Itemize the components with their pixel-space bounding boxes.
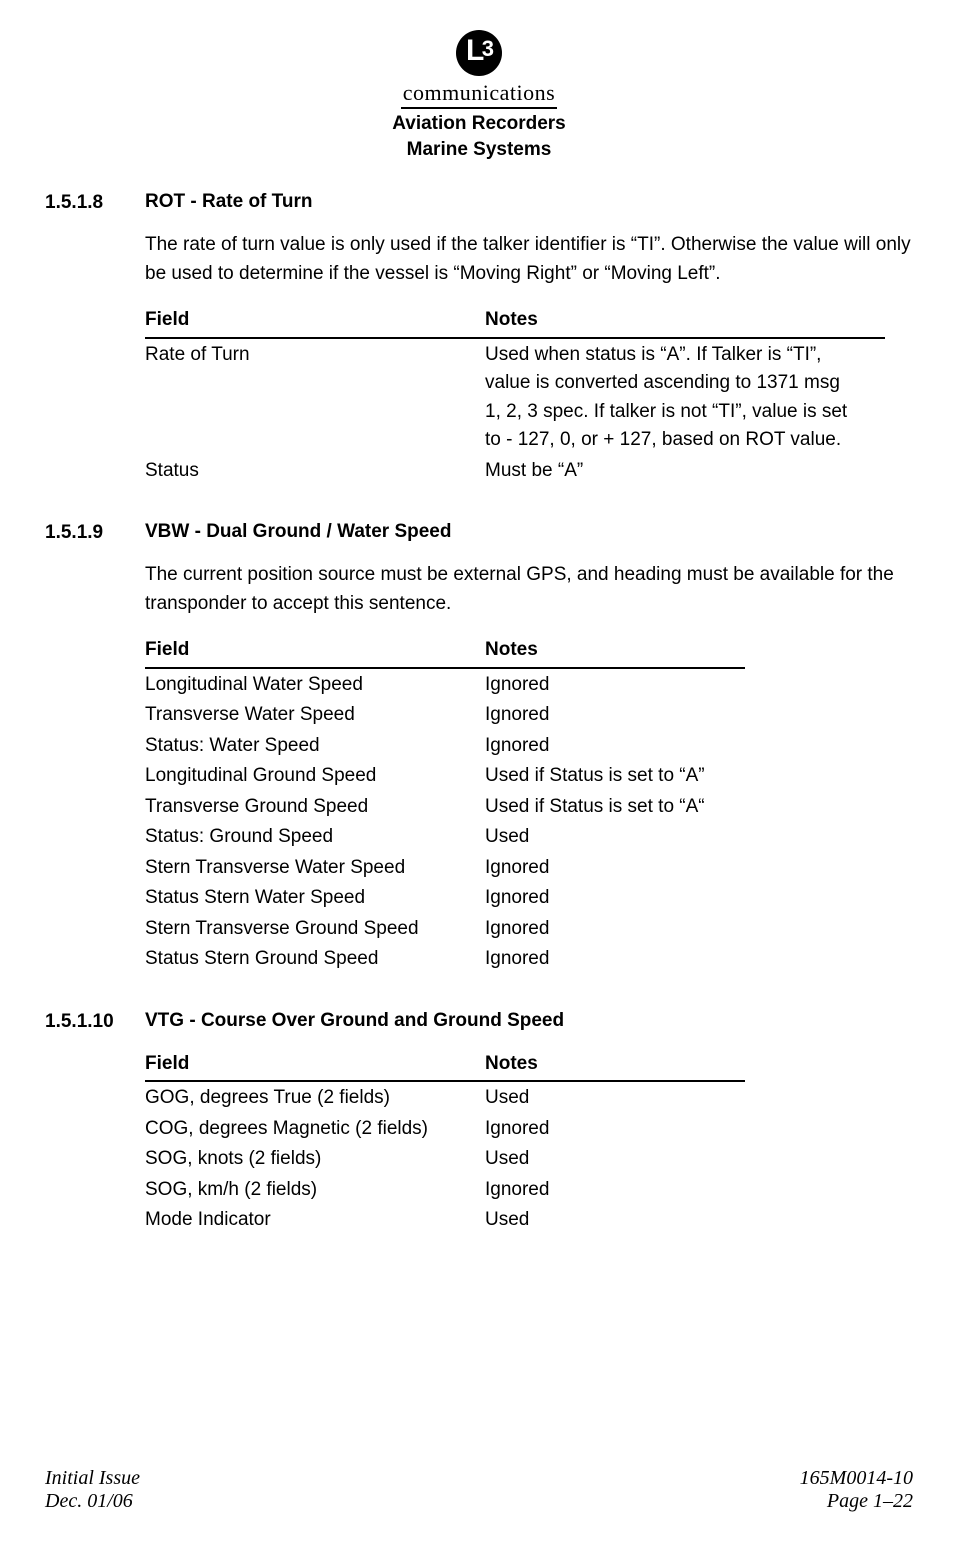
field-cell: COG, degrees Magnetic (2 fields) <box>145 1113 485 1144</box>
logo: L3 <box>456 30 502 76</box>
field-cell: Status Stern Water Speed <box>145 882 485 913</box>
table-row: Transverse Water SpeedIgnored <box>145 699 745 730</box>
content: 1.5.1.8 ROT - Rate of Turn The rate of t… <box>45 191 913 1467</box>
header-line-2: Marine Systems <box>407 139 552 161</box>
section-number: 1.5.1.9 <box>45 521 145 992</box>
section-number: 1.5.1.10 <box>45 1010 145 1253</box>
notes-cell: Used <box>485 1081 745 1113</box>
notes-cell: Used <box>485 821 745 852</box>
notes-cell: Ignored <box>485 913 745 944</box>
page-header: L3 communications Aviation Recorders Mar… <box>45 30 913 161</box>
footer-pagenum: Page 1–22 <box>800 1490 913 1513</box>
table-row: COG, degrees Magnetic (2 fields)Ignored <box>145 1113 745 1144</box>
footer-issue: Initial Issue <box>45 1467 140 1490</box>
field-cell: GOG, degrees True (2 fields) <box>145 1081 485 1113</box>
notes-cell: Used if Status is set to “A“ <box>485 791 745 822</box>
notes-cell: Ignored <box>485 882 745 913</box>
notes-cell: Ignored <box>485 699 745 730</box>
field-cell: Status Stern Ground Speed <box>145 943 485 974</box>
table-row: SOG, knots (2 fields)Used <box>145 1143 745 1174</box>
table-body-2: GOG, degrees True (2 fields)UsedCOG, deg… <box>145 1081 745 1235</box>
table-row: Status Stern Ground SpeedIgnored <box>145 943 745 974</box>
section: 1.5.1.8 ROT - Rate of Turn The rate of t… <box>45 191 913 503</box>
table-row: StatusMust be “A” <box>145 455 885 486</box>
l3-logo-icon: L3 <box>456 30 502 76</box>
table-header-field: Field <box>145 1050 485 1082</box>
footer-docnum: 165M0014-10 <box>800 1467 913 1490</box>
table-header-notes: Notes <box>485 636 745 668</box>
table-header-notes: Notes <box>485 1050 745 1082</box>
section: 1.5.1.9 VBW - Dual Ground / Water Speed … <box>45 521 913 992</box>
table-row: Transverse Ground SpeedUsed if Status is… <box>145 791 745 822</box>
field-table: Field Notes GOG, degrees True (2 fields)… <box>145 1050 745 1235</box>
table-row: Longitudinal Ground SpeedUsed if Status … <box>145 760 745 791</box>
header-line-1: Aviation Recorders <box>392 113 566 135</box>
field-cell: SOG, km/h (2 fields) <box>145 1174 485 1205</box>
notes-cell: Used <box>485 1204 745 1235</box>
table-row: Status: Ground SpeedUsed <box>145 821 745 852</box>
notes-cell: Must be “A” <box>485 455 885 486</box>
field-cell: Rate of Turn <box>145 338 485 455</box>
section-paragraph: The current position source must be exte… <box>145 561 913 618</box>
field-table: Field Notes Longitudinal Water SpeedIgno… <box>145 636 745 974</box>
table-row: SOG, km/h (2 fields)Ignored <box>145 1174 745 1205</box>
section-title: VBW - Dual Ground / Water Speed <box>145 521 913 543</box>
field-cell: Transverse Water Speed <box>145 699 485 730</box>
footer-date: Dec. 01/06 <box>45 1490 140 1513</box>
table-row: Mode IndicatorUsed <box>145 1204 745 1235</box>
field-cell: Longitudinal Ground Speed <box>145 760 485 791</box>
notes-cell: Used when status is “A”. If Talker is “T… <box>485 338 885 455</box>
field-cell: Longitudinal Water Speed <box>145 668 485 700</box>
section: 1.5.1.10 VTG - Course Over Ground and Gr… <box>45 1010 913 1253</box>
field-cell: Status: Water Speed <box>145 730 485 761</box>
notes-cell: Ignored <box>485 943 745 974</box>
field-cell: Status <box>145 455 485 486</box>
notes-cell: Used <box>485 1143 745 1174</box>
table-header-field: Field <box>145 306 485 338</box>
notes-cell: Used if Status is set to “A” <box>485 760 745 791</box>
notes-cell: Ignored <box>485 1174 745 1205</box>
table-row: Rate of TurnUsed when status is “A”. If … <box>145 338 885 455</box>
page-footer: Initial Issue Dec. 01/06 165M0014-10 Pag… <box>45 1467 913 1513</box>
table-row: Longitudinal Water SpeedIgnored <box>145 668 745 700</box>
table-row: Stern Transverse Ground SpeedIgnored <box>145 913 745 944</box>
field-cell: Stern Transverse Water Speed <box>145 852 485 883</box>
table-row: Status: Water SpeedIgnored <box>145 730 745 761</box>
table-row: GOG, degrees True (2 fields)Used <box>145 1081 745 1113</box>
section-paragraph: The rate of turn value is only used if t… <box>145 231 913 288</box>
field-cell: Transverse Ground Speed <box>145 791 485 822</box>
table-row: Status Stern Water SpeedIgnored <box>145 882 745 913</box>
notes-cell: Ignored <box>485 668 745 700</box>
notes-cell: Ignored <box>485 730 745 761</box>
field-cell: Stern Transverse Ground Speed <box>145 913 485 944</box>
field-cell: Mode Indicator <box>145 1204 485 1235</box>
table-header-notes: Notes <box>485 306 885 338</box>
section-number: 1.5.1.8 <box>45 191 145 503</box>
table-body-0: Rate of TurnUsed when status is “A”. If … <box>145 338 885 486</box>
notes-cell: Ignored <box>485 1113 745 1144</box>
section-title: VTG - Course Over Ground and Ground Spee… <box>145 1010 913 1032</box>
section-title: ROT - Rate of Turn <box>145 191 913 213</box>
table-header-field: Field <box>145 636 485 668</box>
logo-word: communications <box>401 80 557 109</box>
table-body-1: Longitudinal Water SpeedIgnoredTransvers… <box>145 668 745 974</box>
table-row: Stern Transverse Water SpeedIgnored <box>145 852 745 883</box>
field-cell: SOG, knots (2 fields) <box>145 1143 485 1174</box>
field-cell: Status: Ground Speed <box>145 821 485 852</box>
field-table: Field Notes Rate of TurnUsed when status… <box>145 306 885 485</box>
notes-cell: Ignored <box>485 852 745 883</box>
